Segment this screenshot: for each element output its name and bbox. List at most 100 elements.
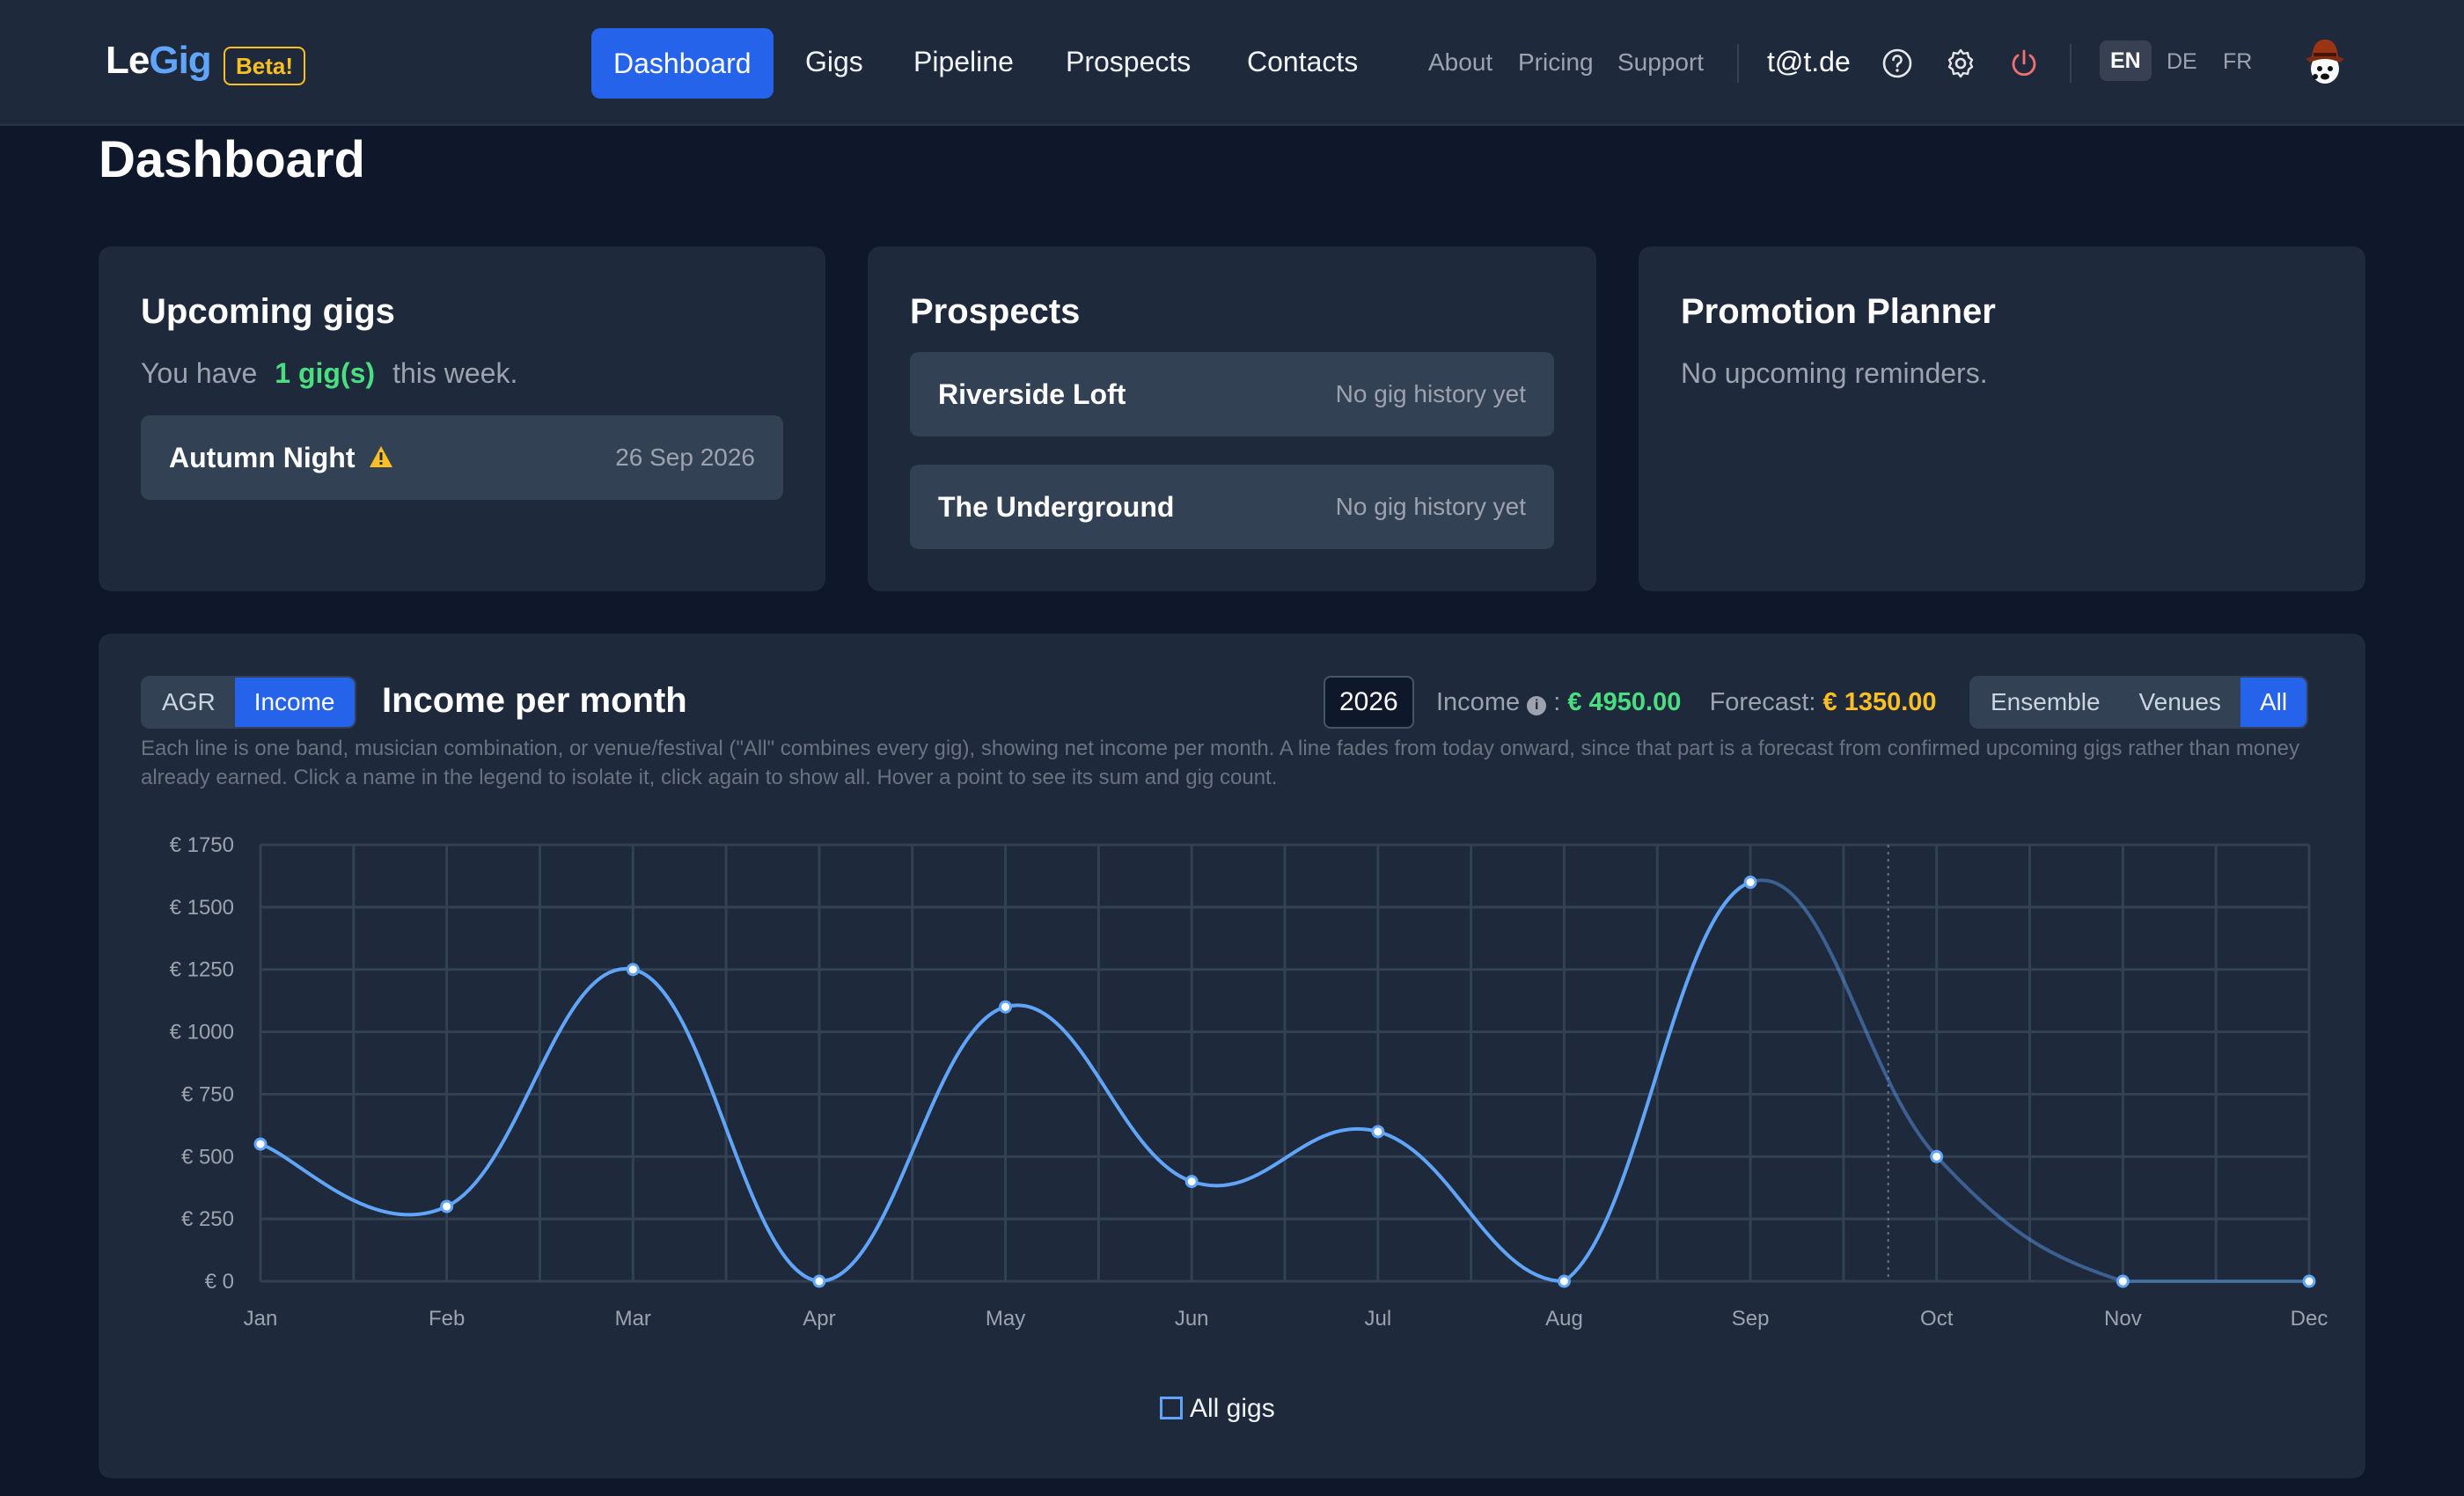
group-toggle: Ensemble Venues All xyxy=(1969,676,2309,729)
year-select[interactable]: 2026 xyxy=(1324,676,1414,729)
x-tick-label: Feb xyxy=(429,1307,465,1331)
income-label: Income xyxy=(1436,688,1521,716)
nav-contacts[interactable]: Contacts xyxy=(1247,46,1359,77)
nav-pricing[interactable]: Pricing xyxy=(1518,48,1594,76)
x-tick-label: Jul xyxy=(1364,1307,1391,1331)
promotion-planner-card: Promotion Planner No upcoming reminders. xyxy=(1639,246,2365,591)
data-point[interactable] xyxy=(1184,1175,1199,1189)
gig-name: Autumn Night xyxy=(169,442,356,473)
y-tick-label: € 1250 xyxy=(170,958,234,982)
lang-de[interactable]: DE xyxy=(2167,49,2197,74)
data-point[interactable] xyxy=(253,1137,268,1151)
avatar[interactable] xyxy=(2299,35,2351,88)
prospects-card: Prospects Riverside Loft No gig history … xyxy=(868,246,1596,591)
x-tick-label: Oct xyxy=(1920,1307,1954,1331)
logo-le: Le xyxy=(106,39,150,82)
nav-about[interactable]: About xyxy=(1428,48,1493,76)
nav-prospects[interactable]: Prospects xyxy=(1066,46,1192,77)
page-title: Dashboard xyxy=(99,131,365,188)
x-tick-label: Jan xyxy=(244,1307,278,1331)
lang-fr[interactable]: FR xyxy=(2223,49,2253,74)
x-tick-label: Aug xyxy=(1545,1307,1583,1331)
x-tick-label: Mar xyxy=(615,1307,651,1331)
prospect-meta: No gig history yet xyxy=(1335,493,1526,520)
chart-title: Income per month xyxy=(382,681,687,720)
forecast-label: Forecast: xyxy=(1709,688,1816,716)
group-all-button[interactable]: All xyxy=(2240,678,2307,727)
data-point[interactable] xyxy=(1371,1125,1385,1139)
income-chart-card: AGR Income Income per month 2026 Income … xyxy=(99,634,2365,1478)
data-point[interactable] xyxy=(2116,1274,2130,1288)
y-tick-label: € 0 xyxy=(205,1270,234,1294)
info-icon[interactable]: i xyxy=(1527,696,1547,715)
summary-prefix: You have xyxy=(141,357,258,389)
y-tick-label: € 1500 xyxy=(170,896,234,920)
y-tick-label: € 750 xyxy=(181,1082,234,1106)
legend-label: All gigs xyxy=(1190,1394,1275,1423)
nav-support[interactable]: Support xyxy=(1617,48,1705,76)
prospects-title: Prospects xyxy=(910,292,1081,331)
x-tick-label: Jun xyxy=(1175,1307,1209,1331)
forecast-value: € 1350.00 xyxy=(1822,688,1937,716)
upcoming-gigs-summary: You have 1 gig(s) this week. xyxy=(141,357,517,390)
group-ensemble-button[interactable]: Ensemble xyxy=(1971,678,2120,727)
x-tick-label: Dec xyxy=(2291,1307,2328,1331)
data-point[interactable] xyxy=(1930,1149,1944,1163)
y-tick-label: € 1000 xyxy=(170,1021,234,1045)
gig-date: 26 Sep 2026 xyxy=(615,444,755,471)
x-tick-label: May xyxy=(986,1307,1025,1331)
x-tick-label: Apr xyxy=(803,1307,835,1331)
gig-name-wrap: Autumn Night xyxy=(169,442,394,474)
summary-suffix: this week. xyxy=(392,357,518,389)
prospect-name: The Underground xyxy=(938,491,1175,523)
income-summary: Income i : € 4950.00 Forecast: € 1350.00 xyxy=(1436,688,1937,716)
promotion-empty-text: No upcoming reminders. xyxy=(1681,357,1988,389)
nav-gigs[interactable]: Gigs xyxy=(805,46,863,77)
income-line-chart: € 0 € 250 € 500 € 750 € 1000 € 1250 € 1500 € 17… xyxy=(170,833,2328,1331)
nav-pipeline[interactable]: Pipeline xyxy=(913,46,1014,77)
series-line-forecast xyxy=(1749,878,2309,1284)
y-tick-label: € 1750 xyxy=(170,833,234,857)
upcoming-gig-item[interactable]: Autumn Night 26 Sep 2026 xyxy=(141,415,783,500)
prospect-name: Riverside Loft xyxy=(938,378,1126,410)
legend-item-all-gigs[interactable]: All gigs xyxy=(1160,1394,1275,1424)
prospect-item[interactable]: The Underground No gig history yet xyxy=(910,465,1554,549)
data-point[interactable] xyxy=(440,1199,454,1214)
data-point[interactable] xyxy=(999,1000,1013,1014)
warning-icon xyxy=(369,446,392,467)
prospect-meta: No gig history yet xyxy=(1335,380,1526,407)
promotion-planner-title: Promotion Planner xyxy=(1681,292,1996,331)
legend-swatch xyxy=(1160,1397,1183,1419)
nav-divider xyxy=(1737,44,1739,83)
data-point[interactable] xyxy=(2302,1274,2316,1288)
power-icon[interactable] xyxy=(2006,46,2042,81)
help-icon[interactable] xyxy=(1880,46,1915,81)
x-tick-label: Nov xyxy=(2104,1307,2142,1331)
beta-badge: Beta! xyxy=(224,47,306,85)
lang-en[interactable]: EN xyxy=(2100,40,2152,81)
data-point[interactable] xyxy=(1743,876,1757,890)
logo-gig: Gig xyxy=(149,39,211,82)
y-tick-label: € 500 xyxy=(181,1145,234,1169)
user-email[interactable]: t@t.de xyxy=(1767,46,1851,77)
nav-divider-2 xyxy=(2070,44,2072,83)
data-point[interactable] xyxy=(626,963,640,977)
data-point[interactable] xyxy=(812,1274,826,1288)
upcoming-gigs-title: Upcoming gigs xyxy=(141,292,395,331)
gig-count: 1 gig(s) xyxy=(275,357,376,389)
prospect-item[interactable]: Riverside Loft No gig history yet xyxy=(910,352,1554,436)
chart-description: Each line is one band, musician combinat… xyxy=(141,737,2299,789)
x-tick-label: Sep xyxy=(1732,1307,1770,1331)
mode-income-button[interactable]: Income xyxy=(234,678,355,727)
gear-icon[interactable] xyxy=(1943,46,1978,81)
data-point[interactable] xyxy=(1557,1274,1571,1288)
logo[interactable]: LeGig xyxy=(106,39,212,83)
y-tick-label: € 250 xyxy=(181,1207,234,1231)
mode-toggle: AGR Income xyxy=(141,676,356,729)
income-value: € 4950.00 xyxy=(1567,688,1682,716)
mode-agr-button[interactable]: AGR xyxy=(143,678,235,727)
nav-dashboard[interactable]: Dashboard xyxy=(591,28,774,99)
top-nav: LeGig Beta! Dashboard Gigs Pipeline Pros… xyxy=(0,0,2464,126)
group-venues-button[interactable]: Venues xyxy=(2119,678,2240,727)
upcoming-gigs-card: Upcoming gigs You have 1 gig(s) this week.… xyxy=(99,246,825,591)
